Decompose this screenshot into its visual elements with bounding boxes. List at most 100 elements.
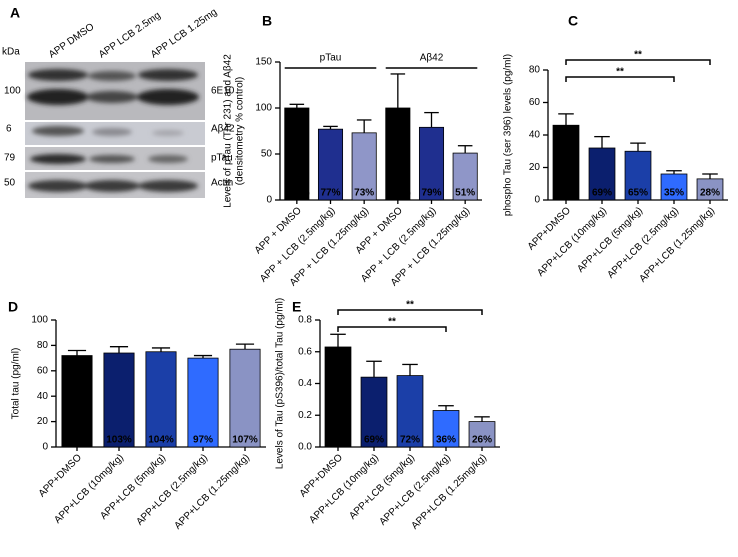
protein-label: Aβ42	[211, 124, 235, 135]
y-tick-label: 80	[529, 65, 541, 76]
bar	[452, 152, 478, 201]
significance-bracket	[337, 309, 483, 315]
panel-letter: E	[292, 299, 301, 315]
marker-label: 6	[6, 124, 12, 135]
y-axis-label: Levels of pTau (Thr 231) and Aβ42	[223, 54, 234, 208]
significance-bracket	[565, 59, 711, 65]
bar	[61, 355, 93, 448]
percent-label: 100%	[325, 435, 351, 446]
x-tick-label: APP+LCB (1.25mg/kg)	[637, 205, 717, 285]
x-tick-label: APP+LCB (10mg/kg)	[52, 452, 126, 526]
bar	[229, 348, 261, 448]
percent-label: 26%	[472, 435, 492, 446]
bar	[145, 351, 177, 448]
x-tick-label: APP+LCB (1.25mg/kg)	[172, 452, 252, 532]
percent-label: 69%	[364, 435, 384, 446]
percent-label: 36%	[436, 435, 456, 446]
percent-label: 51%	[455, 188, 475, 199]
x-tick-label: APP+LCB (5mg/kg)	[575, 205, 645, 275]
y-tick-label: 60	[529, 97, 541, 108]
panel-letter: D	[8, 299, 18, 315]
percent-label: 69%	[592, 188, 612, 199]
x-tick-label: APP+LCB (2.5mg/kg)	[605, 205, 681, 281]
lane-label: APP DMSO	[47, 21, 97, 60]
y-axis-label: Total tau (pg/ml)	[11, 348, 22, 420]
bar	[660, 173, 688, 201]
y-axis-label: (densitometry % control)	[235, 77, 246, 185]
y-tick-label: 20	[529, 162, 541, 173]
percent-label: 100%	[553, 188, 579, 199]
y-tick-label: 40	[37, 391, 49, 402]
bar	[588, 147, 616, 201]
group-label: Aβ42	[420, 53, 444, 64]
bands	[27, 69, 199, 192]
x-tick-label: APP+LCB (2.5mg/kg)	[377, 452, 453, 528]
percent-label: 77%	[320, 188, 340, 199]
bar	[418, 126, 445, 201]
y-axis-label: phospho Tau (ser 396) levels (pg/ml)	[503, 54, 514, 216]
percent-label: 100%	[385, 188, 411, 199]
bar	[396, 375, 424, 448]
y-tick-label: 50	[261, 149, 273, 160]
y-tick-label: 100	[31, 315, 48, 326]
y-tick-label: 0.0	[298, 442, 312, 453]
x-tick-label: APP+LCB (5mg/kg)	[347, 452, 417, 522]
significance-label: **	[616, 67, 624, 78]
percent-label: 104%	[148, 435, 174, 446]
bar	[324, 346, 352, 448]
marker-label: 100	[4, 86, 21, 97]
y-tick-label: 0.4	[298, 378, 312, 389]
group-label: pTau	[320, 53, 342, 64]
x-tick-label: APP+LCB (10mg/kg)	[535, 205, 609, 279]
significance-label: **	[406, 300, 414, 311]
y-tick-label: 40	[529, 130, 541, 141]
percent-label: 72%	[400, 435, 420, 446]
marker-label: 79	[4, 153, 16, 164]
y-tick-label: 150	[255, 57, 272, 68]
y-tick-label: 0.6	[298, 346, 312, 357]
x-tick-label: APP+LCB (10mg/kg)	[307, 452, 381, 526]
percent-label: 107%	[232, 435, 258, 446]
significance-label: **	[388, 317, 396, 328]
percent-label: 73%	[354, 188, 374, 199]
bar	[552, 124, 580, 201]
x-tick-label: APP+LCB (1.25mg/kg)	[409, 452, 489, 532]
percent-label: 103%	[106, 435, 132, 446]
bar	[103, 352, 135, 448]
significance-label: **	[634, 50, 642, 61]
significance-bracket	[337, 326, 447, 332]
y-tick-label: 80	[37, 340, 49, 351]
protein-label: Actin	[211, 178, 233, 189]
bar	[385, 107, 411, 201]
y-tick-label: 100	[255, 103, 272, 114]
percent-label: 35%	[664, 188, 684, 199]
y-tick-label: 0.8	[298, 315, 312, 326]
blot-panel: A kDa APP DMSO APP LCB 2.5mg APP LCB 1.2…	[2, 5, 235, 198]
percent-label: 65%	[628, 188, 648, 199]
percent-label: 100%	[64, 435, 90, 446]
y-tick-label: 0	[534, 195, 540, 206]
x-tick-label: APP+LCB (2.5mg/kg)	[134, 452, 210, 528]
panel-letter: A	[10, 5, 20, 21]
y-tick-label: 20	[37, 416, 49, 427]
y-tick-label: 0.2	[298, 410, 312, 421]
percent-label: 97%	[193, 435, 213, 446]
y-axis-label: Levels of Tau (pS396)/total Tau (pg/ml)	[275, 298, 286, 469]
percent-label: 79%	[421, 188, 441, 199]
percent-label: 100%	[284, 188, 310, 199]
y-tick-label: 0	[42, 442, 48, 453]
panel-letter: B	[262, 13, 272, 29]
bar	[468, 421, 496, 448]
protein-label: pTau	[211, 153, 233, 164]
marker-label: 50	[4, 178, 16, 189]
bar	[360, 376, 388, 448]
significance-bracket	[565, 76, 675, 82]
blot-unit: kDa	[2, 47, 20, 58]
panel-letter: C	[568, 13, 578, 29]
bar	[284, 107, 310, 201]
y-tick-label: 60	[37, 365, 49, 376]
y-tick-label: 0	[266, 195, 272, 206]
protein-label: 6E10	[211, 86, 235, 97]
percent-label: 28%	[700, 188, 720, 199]
